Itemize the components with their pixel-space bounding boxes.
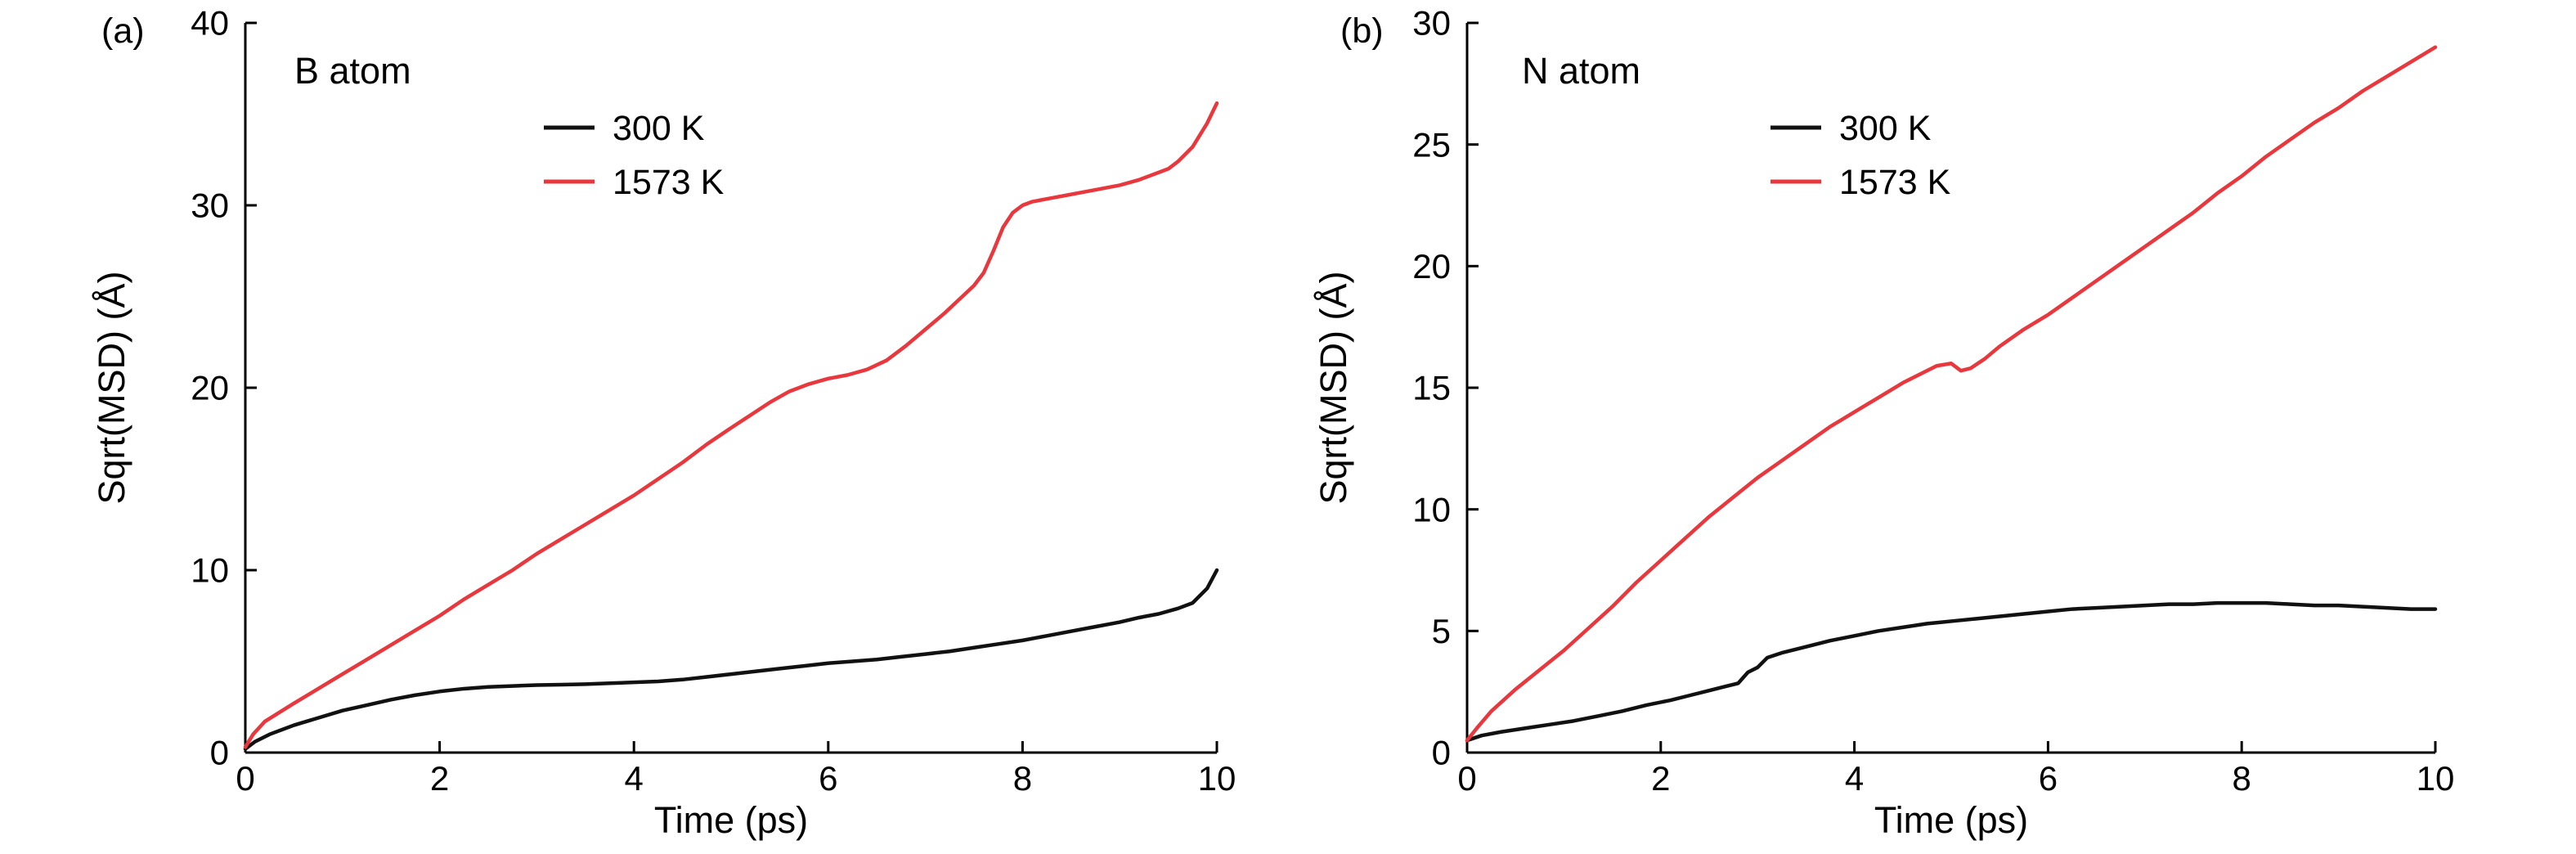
chart-panel-a: 0 2 4 6 8 10 0 10 20 30 40 Time (ps) Sqrt(MSD) (Å) (a…: [91, 4, 1236, 841]
y-tick-label: 0: [210, 734, 229, 772]
chart-panel-b: 0 2 4 6 8 10 0 5 10 15 20 25 30 Time (ps) Sqrt(MSD) (Å…: [1313, 4, 2455, 841]
y-tick-label: 0: [1432, 734, 1451, 772]
x-tick-label: 0: [236, 759, 254, 798]
legend-label-1573-k: 1573 K: [1839, 163, 1951, 202]
legend-label-1573-k: 1573 K: [613, 163, 725, 202]
legend-label-300-k: 300 K: [1839, 109, 1932, 148]
y-tick-label: 10: [191, 551, 229, 590]
x-tick-label: 2: [430, 759, 449, 798]
y-tick-label: 10: [1412, 490, 1451, 528]
x-tick-label: 4: [1845, 759, 1864, 798]
plot-title: B atom: [294, 50, 411, 92]
x-tick-label: 8: [1013, 759, 1032, 798]
plot-title: N atom: [1522, 50, 1640, 92]
series-line-1573-k: [1465, 45, 2438, 743]
series-line-300-k: [243, 568, 1219, 751]
x-tick-label: 10: [2417, 759, 2455, 798]
panel-label: (b): [1340, 11, 1384, 51]
series-line-1573-k: [243, 101, 1219, 749]
y-tick-label: 20: [1412, 247, 1451, 285]
y-tick-label: 30: [1412, 4, 1451, 43]
y-tick-label: 25: [1412, 125, 1451, 164]
y-axis-title: Sqrt(MSD) (Å): [1313, 272, 1354, 505]
y-axis-title: Sqrt(MSD) (Å): [91, 272, 132, 505]
series-line-300-k: [1465, 600, 2438, 743]
panel-label: (a): [101, 11, 145, 51]
x-tick-label: 4: [625, 759, 644, 798]
x-axis-title: Time (ps): [654, 799, 808, 841]
x-tick-label: 6: [819, 759, 837, 798]
y-tick-label: 5: [1432, 612, 1451, 650]
x-tick-label: 6: [2039, 759, 2058, 798]
x-axis-title: Time (ps): [1874, 799, 2028, 841]
y-tick-label: 30: [191, 187, 229, 225]
x-tick-label: 2: [1651, 759, 1670, 798]
x-tick-label: 8: [2233, 759, 2251, 798]
x-tick-label: 0: [1457, 759, 1476, 798]
x-tick-label: 10: [1198, 759, 1236, 798]
legend-label-300-k: 300 K: [613, 109, 705, 148]
y-tick-label: 40: [191, 4, 229, 43]
y-tick-label: 15: [1412, 369, 1451, 407]
y-tick-label: 20: [191, 369, 229, 407]
